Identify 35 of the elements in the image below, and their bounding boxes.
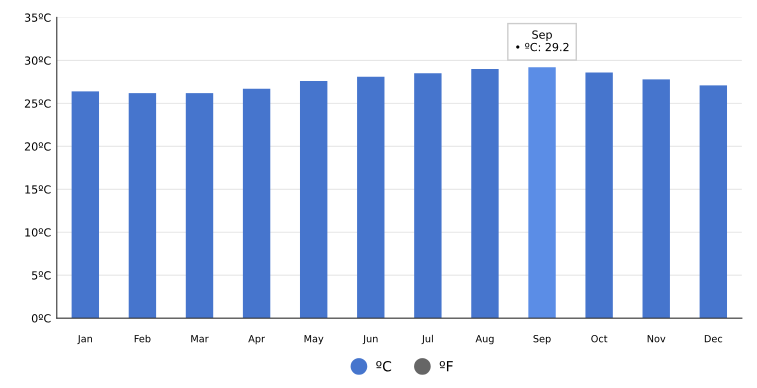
x-tick-label: Sep (534, 335, 551, 344)
legend-label: ºF (440, 360, 453, 372)
x-tick-label: Jul (421, 334, 433, 344)
x-tick-label: Feb (134, 334, 150, 342)
y-tick-label: 5ºC (32, 271, 51, 280)
y-tick-label: 25ºC (24, 99, 51, 108)
y-tick-label: 20ºC (24, 142, 51, 151)
x-tick-label: May (304, 335, 324, 344)
bar (186, 93, 214, 318)
y-tick-label: 35ºC (24, 13, 51, 22)
bar (585, 72, 613, 318)
x-tick-label: Nov (648, 335, 666, 342)
bar (414, 73, 442, 318)
bar (72, 91, 100, 318)
x-tick-label: Aug (476, 335, 494, 344)
x-tick-label: Apr (248, 335, 265, 344)
legend-label: ºC (376, 360, 392, 372)
bar (242, 88, 270, 318)
y-tick-label: 10ºC (25, 228, 51, 237)
x-tick-label: Jan (77, 335, 92, 344)
y-tick-label: 0ºC (32, 314, 51, 323)
bar (528, 67, 556, 318)
bar (700, 85, 728, 318)
bar (471, 69, 499, 318)
y-tick-label: 15ºC (25, 185, 51, 194)
bar (128, 93, 156, 318)
bar (357, 76, 384, 318)
x-tick-label: Jun (362, 335, 378, 344)
y-tick-label: 30ºC (24, 56, 51, 65)
annotation: Sep • ºC: 29.2 (516, 30, 568, 52)
bar (300, 81, 328, 318)
x-tick-label: Dec (704, 335, 722, 342)
bar (642, 79, 670, 318)
x-tick-label: Mar (191, 335, 209, 342)
x-tick-label: Oct (591, 335, 608, 342)
